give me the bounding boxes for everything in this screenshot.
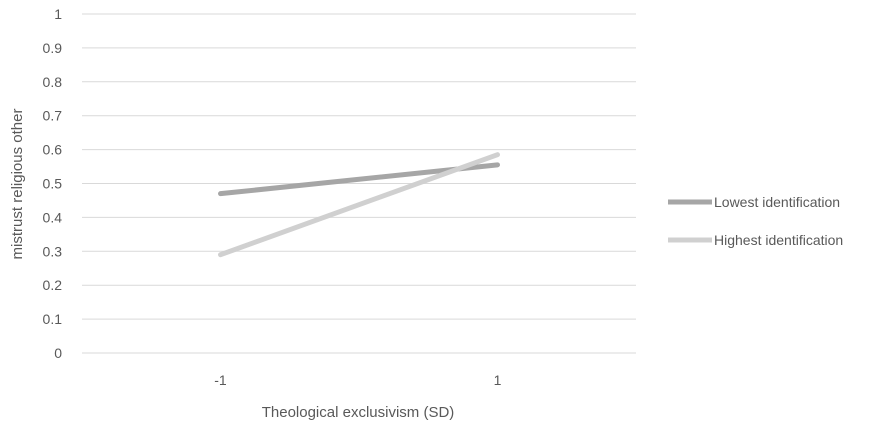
y-tick-label: 0.4: [43, 209, 63, 225]
legend: Lowest identification Highest identificat…: [668, 194, 843, 248]
series-lines: [218, 152, 500, 258]
x-tick-label: 1: [494, 372, 502, 388]
y-tick-label: 1: [54, 6, 62, 22]
legend-label-1: Lowest identification: [714, 194, 840, 210]
x-tick-label: -1: [214, 372, 227, 388]
y-tick-label: 0: [54, 345, 62, 361]
gridlines: [82, 13, 636, 354]
y-axis-ticks: 0 0.1 0.2 0.3 0.4 0.5 0.6 0.7 0.8 0.9 1: [43, 6, 63, 361]
y-tick-label: 0.3: [43, 243, 63, 259]
y-tick-label: 0.8: [43, 74, 63, 90]
y-tick-label: 0.1: [43, 311, 63, 327]
y-tick-label: 0.9: [43, 40, 63, 56]
x-axis-title: Theological exclusivism (SD): [262, 404, 455, 421]
x-axis-ticks: -1 1: [214, 372, 501, 388]
y-tick-label: 0.7: [43, 108, 63, 124]
y-tick-label: 0.6: [43, 142, 63, 158]
series-line-2: [218, 152, 500, 258]
y-axis-title: mistrust religious other: [9, 109, 26, 260]
legend-label-2: Highest identification: [714, 232, 843, 248]
y-tick-label: 0.5: [43, 176, 63, 192]
y-tick-label: 0.2: [43, 277, 63, 293]
